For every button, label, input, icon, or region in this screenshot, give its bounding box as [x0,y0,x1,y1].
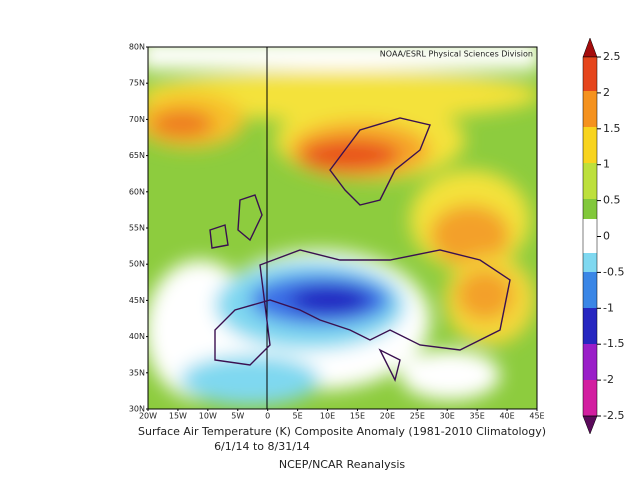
colorbar-label: -0.5 [603,265,624,278]
caption-dates: 6/1/14 to 8/31/14 [214,440,310,453]
colorbar-label: 0 [603,230,610,243]
lon-label: 15E [350,412,365,421]
lon-label: 15W [169,412,187,421]
lon-label: 10W [199,412,217,421]
lat-label: 40N [129,332,145,341]
lon-label: 45E [529,412,544,421]
lat-label: 50N [129,260,145,269]
lat-label: 60N [129,187,145,196]
lat-label: 65N [129,151,145,160]
colorbar-label: 0.5 [603,194,621,207]
colorbar-label: 2 [603,86,610,99]
caption-title: Surface Air Temperature (K) Composite An… [138,425,546,438]
lat-label: 55N [129,224,145,233]
lat-label: 30N [129,405,145,414]
lat-label: 80N [129,43,145,52]
colorbar-label: -1 [603,301,614,314]
lon-label: 30E [440,412,455,421]
lon-label: 5W [231,412,244,421]
lon-label: 35E [470,412,485,421]
colorbar-label: -2.5 [603,409,624,422]
lat-label: 45N [129,296,145,305]
anomaly-field [148,47,537,409]
colorbar-label: -2 [603,373,614,386]
lon-label: 25E [410,412,425,421]
colorbar [582,37,598,435]
colorbar-label: -1.5 [603,337,624,350]
credit: NOAA/ESRL Physical Sciences Division [380,50,533,59]
lon-label: 10E [320,412,335,421]
colorbar-label: 1 [603,158,610,171]
colorbar-label: 1.5 [603,122,621,135]
caption-source: NCEP/NCAR Reanalysis [279,458,405,471]
colorbar-label: 2.5 [603,50,621,63]
lat-label: 35N [129,368,145,377]
lat-label: 75N [129,79,145,88]
lon-label: 5E [293,412,303,421]
lat-label: 70N [129,115,145,124]
lon-label: 0 [265,412,270,421]
lon-label: 20W [139,412,157,421]
lon-label: 20E [380,412,395,421]
lon-label: 40E [499,412,514,421]
